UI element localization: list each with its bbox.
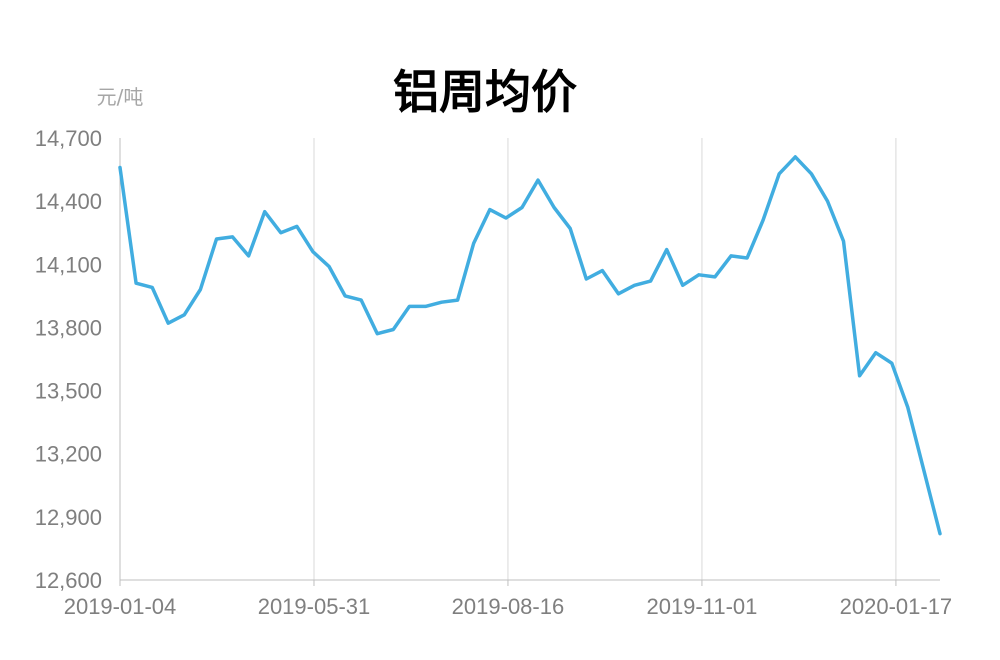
x-tick-label: 2019-01-04 <box>64 594 177 619</box>
y-axis-unit: 元/吨 <box>97 85 144 109</box>
data-point <box>553 206 556 209</box>
data-point <box>713 275 716 278</box>
data-point <box>762 219 765 222</box>
data-point <box>810 172 813 175</box>
data-point <box>681 284 684 287</box>
data-point <box>890 362 893 365</box>
data-point <box>746 256 749 259</box>
data-point <box>311 250 314 253</box>
data-point <box>504 216 507 219</box>
data-point <box>778 172 781 175</box>
data-point <box>874 351 877 354</box>
y-tick-label: 12,600 <box>35 568 102 593</box>
data-point <box>617 292 620 295</box>
data-point <box>376 332 379 335</box>
data-point <box>199 288 202 291</box>
y-tick-label: 14,100 <box>35 252 102 277</box>
y-tick-label: 12,900 <box>35 505 102 530</box>
x-tick-label: 2019-11-01 <box>646 594 757 619</box>
data-point <box>697 273 700 276</box>
data-point <box>569 227 572 230</box>
axes <box>119 138 940 586</box>
data-point <box>167 322 170 325</box>
x-tick-label: 2019-05-31 <box>258 594 371 619</box>
y-tick-label: 14,700 <box>35 126 102 151</box>
data-point <box>440 301 443 304</box>
data-point <box>183 313 186 316</box>
data-point <box>231 235 234 238</box>
data-point <box>633 284 636 287</box>
data-point <box>119 166 122 169</box>
data-point <box>456 299 459 302</box>
data-point <box>135 282 138 285</box>
y-tick-label: 13,800 <box>35 315 102 340</box>
data-point <box>408 305 411 308</box>
data-point <box>151 286 154 289</box>
x-tick-label: 2019-08-16 <box>452 594 565 619</box>
data-point <box>826 200 829 203</box>
data-point <box>424 305 427 308</box>
data-point <box>520 206 523 209</box>
y-tick-label: 13,500 <box>35 379 102 404</box>
data-point <box>279 231 282 234</box>
series-group <box>118 155 942 536</box>
y-tick-labels: 14,700 14,400 14,100 13,800 13,500 13,200 12,9… <box>35 126 102 593</box>
x-tick-label: 2020-01-17 <box>840 594 953 619</box>
data-point <box>392 328 395 331</box>
chart-title: 铝周均价 <box>393 65 577 119</box>
vertical-gridlines <box>313 138 897 580</box>
data-point <box>247 254 250 257</box>
series-line <box>118 155 942 536</box>
data-point <box>729 254 732 257</box>
y-tick-label: 13,200 <box>35 442 102 467</box>
x-tick-labels: 2019-01-04 2019-05-31 2019-08-16 2019-11-01… <box>64 594 952 619</box>
data-point <box>215 238 218 241</box>
data-point <box>842 240 845 243</box>
data-point <box>295 225 298 228</box>
data-point <box>649 280 652 283</box>
data-point <box>601 269 604 272</box>
data-point <box>585 278 588 281</box>
data-point <box>665 248 668 251</box>
data-point <box>794 155 797 158</box>
data-point <box>537 179 540 182</box>
data-point <box>344 294 347 297</box>
data-point <box>906 406 909 409</box>
data-point <box>939 532 942 535</box>
data-point <box>922 469 925 472</box>
data-point <box>858 374 861 377</box>
data-point <box>472 242 475 245</box>
y-tick-label: 14,400 <box>35 189 102 214</box>
data-point <box>360 299 363 302</box>
data-point <box>263 210 266 213</box>
data-point <box>328 265 331 268</box>
data-point <box>488 208 491 211</box>
